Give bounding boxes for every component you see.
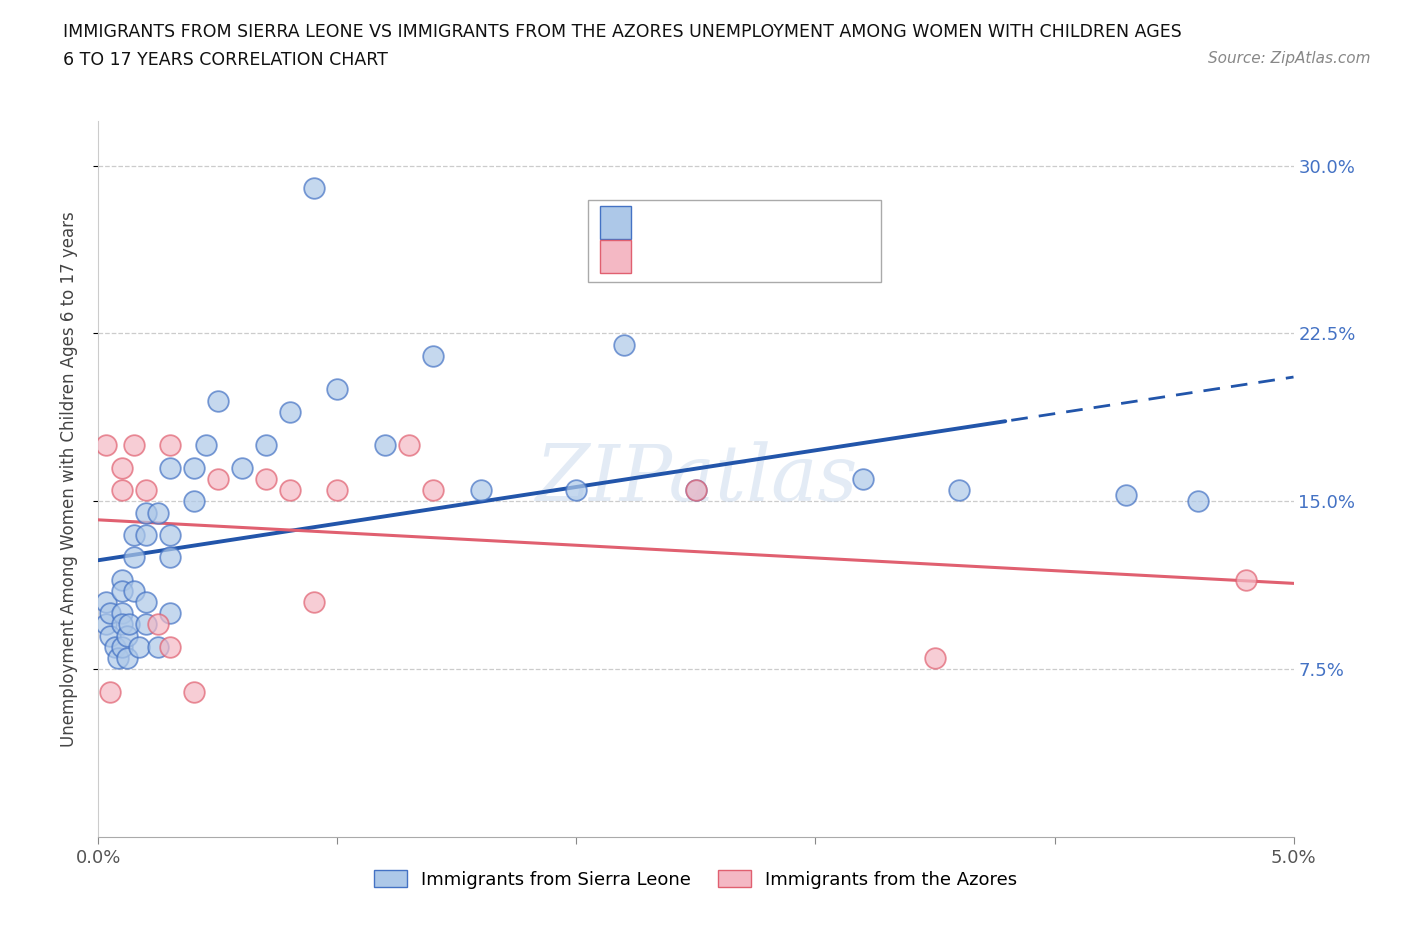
Point [159, 527, 181, 542]
Point [159, 438, 181, 453]
Text: ZIPatlas: ZIPatlas [534, 441, 858, 517]
Legend: Immigrants from Sierra Leone, Immigrants from the Azores: Immigrants from Sierra Leone, Immigrants… [367, 863, 1025, 896]
Text: 6 TO 17 YEARS CORRELATION CHART: 6 TO 17 YEARS CORRELATION CHART [63, 51, 388, 69]
Point [924, 651, 946, 666]
Point [685, 483, 707, 498]
Text: R =  0.242   N = 47: R = 0.242 N = 47 [638, 213, 838, 232]
Point [1115, 487, 1137, 502]
Point [159, 605, 181, 620]
Text: R =  0.050   N = 20: R = 0.050 N = 20 [638, 246, 838, 266]
Point [135, 505, 157, 520]
Point [254, 472, 277, 486]
Point [124, 527, 146, 542]
Point [302, 594, 325, 609]
Point [135, 617, 157, 631]
Point [1234, 572, 1257, 587]
Text: IMMIGRANTS FROM SIERRA LEONE VS IMMIGRANTS FROM THE AZORES UNEMPLOYMENT AMONG WO: IMMIGRANTS FROM SIERRA LEONE VS IMMIGRAN… [63, 23, 1182, 41]
Point [613, 338, 636, 352]
Point [422, 483, 444, 498]
Point [148, 505, 170, 520]
Point [111, 460, 134, 475]
Point [107, 651, 129, 666]
Point [374, 438, 396, 453]
Point [159, 550, 181, 565]
Point [159, 639, 181, 654]
Text: Source: ZipAtlas.com: Source: ZipAtlas.com [1208, 51, 1371, 66]
Point [231, 460, 253, 475]
Point [565, 483, 588, 498]
Point [98, 684, 122, 699]
Point [302, 180, 325, 195]
Point [685, 483, 707, 498]
Point [94, 594, 117, 609]
Point [148, 639, 170, 654]
Point [278, 405, 301, 419]
Point [135, 594, 157, 609]
Point [111, 617, 134, 631]
FancyBboxPatch shape [600, 240, 631, 272]
Point [135, 483, 157, 498]
Y-axis label: Unemployment Among Women with Children Ages 6 to 17 years: Unemployment Among Women with Children A… [59, 211, 77, 747]
Point [118, 617, 141, 631]
Point [195, 438, 218, 453]
Point [278, 483, 301, 498]
FancyBboxPatch shape [589, 200, 882, 282]
Point [111, 583, 134, 598]
Point [326, 483, 349, 498]
Point [111, 483, 134, 498]
Point [159, 460, 181, 475]
Point [124, 550, 146, 565]
Point [148, 617, 170, 631]
Point [948, 483, 970, 498]
Point [98, 605, 122, 620]
Point [104, 639, 127, 654]
Point [111, 605, 134, 620]
Point [1187, 494, 1209, 509]
Point [111, 639, 134, 654]
Point [94, 617, 117, 631]
Point [183, 684, 205, 699]
Point [128, 639, 150, 654]
Point [326, 382, 349, 397]
Point [207, 472, 229, 486]
Point [115, 628, 138, 643]
Point [254, 438, 277, 453]
Point [183, 494, 205, 509]
Point [422, 349, 444, 364]
Point [94, 438, 117, 453]
Point [183, 460, 205, 475]
Point [398, 438, 420, 453]
Point [115, 651, 138, 666]
Point [207, 393, 229, 408]
Point [111, 572, 134, 587]
Point [124, 438, 146, 453]
Point [852, 472, 875, 486]
Point [98, 628, 122, 643]
Point [470, 483, 492, 498]
Point [124, 583, 146, 598]
FancyBboxPatch shape [600, 206, 631, 239]
Point [135, 527, 157, 542]
